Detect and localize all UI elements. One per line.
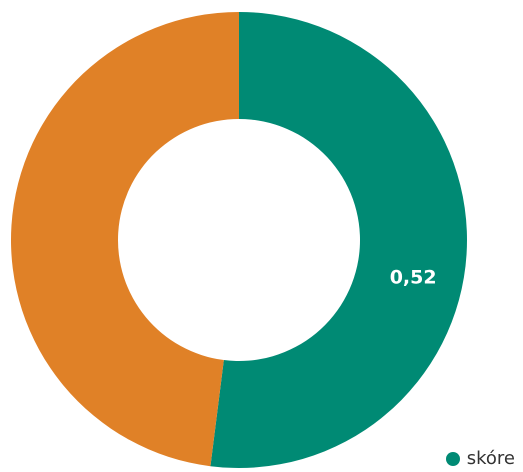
donut-slice-2 bbox=[10, 12, 240, 467]
legend-swatch-skore bbox=[445, 452, 460, 466]
legend-label-skore: skóre bbox=[466, 448, 515, 469]
legend: skóre bbox=[445, 448, 515, 469]
labels-layer: 0,52 bbox=[390, 266, 437, 288]
donut-slice-1 bbox=[210, 12, 467, 468]
slices-layer bbox=[10, 12, 467, 468]
slice-value-label-1: 0,52 bbox=[390, 266, 437, 288]
